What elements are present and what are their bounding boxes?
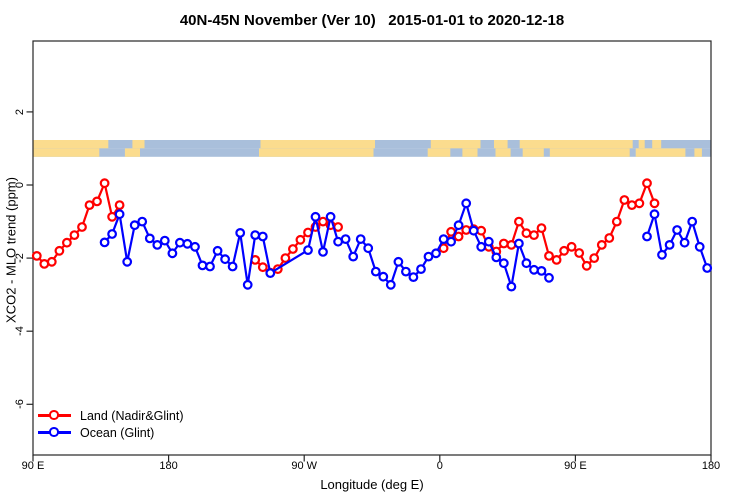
x-tick-label: 180 — [159, 460, 178, 472]
x-tick-label: 180 — [701, 460, 721, 472]
y-tick-label: 2 — [14, 108, 26, 115]
world-map-strip — [33, 140, 711, 157]
ocean-series-marker-icon — [38, 427, 71, 439]
land-series-marker-icon — [38, 410, 71, 422]
y-tick-label: -4 — [14, 326, 26, 337]
axis-ticks — [26, 111, 712, 462]
x-axis-title: Longitude (deg E) — [320, 477, 424, 492]
legend-label-land: Land (Nadir&Glint) — [80, 408, 184, 423]
plot-frame — [32, 40, 712, 456]
x-tick-label: 90 E — [21, 460, 45, 472]
legend: Land (Nadir&Glint) Ocean (Glint) — [38, 407, 184, 441]
legend-label-ocean: Ocean (Glint) — [80, 425, 155, 440]
chart-title: 40N-45N November (Ver 10) 2015-01-01 to … — [179, 12, 565, 29]
legend-item-ocean: Ocean (Glint) — [38, 424, 184, 441]
y-axis-title: XCO2 - MLO trend (ppm) — [3, 177, 19, 323]
x-tick-label: 90 E — [564, 460, 587, 472]
x-tick-label: 0 — [436, 460, 443, 472]
ocean-series — [99, 198, 713, 292]
y-tick-label: -6 — [14, 399, 26, 410]
legend-item-land: Land (Nadir&Glint) — [38, 407, 184, 424]
x-tick-label: 90 W — [291, 460, 318, 472]
